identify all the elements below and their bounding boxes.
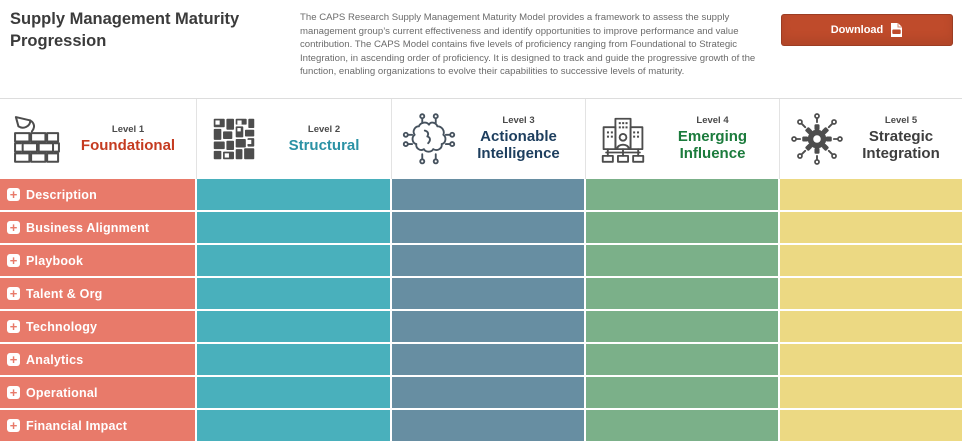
matrix-cell <box>392 377 586 410</box>
matrix-row: + Playbook <box>0 245 962 278</box>
plus-icon[interactable]: + <box>7 353 20 366</box>
pdf-file-icon <box>890 22 903 38</box>
page-title: Supply Management Maturity Progression <box>10 10 240 51</box>
row-header-technology[interactable]: + Technology <box>0 311 197 344</box>
plus-icon[interactable]: + <box>7 320 20 333</box>
level-name: Emerging Influence <box>677 128 748 162</box>
level-label: Level 4 <box>696 115 729 127</box>
matrix-row: + Analytics <box>0 344 962 377</box>
plus-icon[interactable]: + <box>7 386 20 399</box>
matrix-cell <box>197 179 392 212</box>
matrix-cell <box>197 344 392 377</box>
matrix-cell <box>780 212 962 245</box>
maturity-matrix: Level 1 Foundational <box>0 98 962 443</box>
matrix-cell <box>392 410 586 443</box>
row-header-financial-impact[interactable]: + Financial Impact <box>0 410 197 443</box>
page-description: The CAPS Research Supply Management Matu… <box>300 12 756 78</box>
level-label: Level 3 <box>502 115 535 127</box>
plus-icon[interactable]: + <box>7 419 20 432</box>
level-label: Level 1 <box>111 123 145 135</box>
matrix-cell <box>586 179 780 212</box>
matrix-cell <box>392 245 586 278</box>
row-label: Talent & Org <box>26 286 103 301</box>
matrix-cell <box>780 245 962 278</box>
row-header-analytics[interactable]: + Analytics <box>0 344 197 377</box>
matrix-cell <box>392 311 586 344</box>
level-header-emerging-influence: Level 4 Emerging Influence <box>586 99 780 179</box>
level-header-strategic-integration: Level 5 Strategic Integration <box>780 99 962 179</box>
row-header-description[interactable]: + Description <box>0 179 197 212</box>
matrix-cell <box>392 344 586 377</box>
download-button[interactable]: Download <box>781 14 953 46</box>
matrix-header-row: Level 1 Foundational <box>0 99 962 179</box>
row-header-playbook[interactable]: + Playbook <box>0 245 197 278</box>
row-header-business-alignment[interactable]: + Business Alignment <box>0 212 197 245</box>
matrix-cell <box>586 377 780 410</box>
matrix-cell <box>780 410 962 443</box>
mosaic-blocks-icon <box>205 110 263 168</box>
level-header-structural: Level 2 Structural <box>197 99 392 179</box>
matrix-cell <box>586 212 780 245</box>
level-label: Level 5 <box>884 115 918 127</box>
level-name: Structural <box>288 136 360 154</box>
level-label: Level 2 <box>307 123 341 135</box>
row-header-talent-org[interactable]: + Talent & Org <box>0 278 197 311</box>
row-label: Business Alignment <box>26 220 150 235</box>
matrix-cell <box>586 245 780 278</box>
level-name: Strategic Integration <box>862 128 940 162</box>
plus-icon[interactable]: + <box>7 221 20 234</box>
matrix-row: + Technology <box>0 311 962 344</box>
row-label: Technology <box>26 319 98 334</box>
matrix-row: + Business Alignment <box>0 212 962 245</box>
matrix-cell <box>197 410 392 443</box>
matrix-cell <box>780 344 962 377</box>
level-header-foundational: Level 1 Foundational <box>0 99 197 179</box>
matrix-cell <box>780 311 962 344</box>
matrix-row: + Description <box>0 179 962 212</box>
level-name: Actionable Intelligence <box>477 128 560 162</box>
gear-circuit-icon <box>788 110 846 168</box>
plus-icon[interactable]: + <box>7 188 20 201</box>
matrix-cell <box>586 311 780 344</box>
plus-icon[interactable]: + <box>7 287 20 300</box>
matrix-cell <box>586 410 780 443</box>
plus-icon[interactable]: + <box>7 254 20 267</box>
row-label: Playbook <box>26 253 84 268</box>
row-label: Description <box>26 187 97 202</box>
matrix-cell <box>780 278 962 311</box>
matrix-row: + Financial Impact <box>0 410 962 443</box>
matrix-cell <box>392 278 586 311</box>
matrix-cell <box>197 278 392 311</box>
org-buildings-icon <box>594 110 652 168</box>
matrix-cell <box>780 179 962 212</box>
matrix-cell <box>586 344 780 377</box>
row-header-operational[interactable]: + Operational <box>0 377 197 410</box>
matrix-cell <box>197 311 392 344</box>
row-label: Financial Impact <box>26 418 128 433</box>
matrix-cell <box>197 212 392 245</box>
level-header-actionable-intelligence: Level 3 Actionable Intelligence <box>392 99 586 179</box>
bricklayer-icon <box>8 110 66 168</box>
matrix-row: + Operational <box>0 377 962 410</box>
download-button-label: Download <box>830 24 884 36</box>
matrix-cell <box>780 377 962 410</box>
top-bar: Supply Management Maturity Progression T… <box>0 0 962 98</box>
brain-circuit-icon <box>400 110 458 168</box>
row-label: Operational <box>26 385 98 400</box>
row-label: Analytics <box>26 352 84 367</box>
level-name: Foundational <box>80 136 176 154</box>
matrix-cell <box>197 245 392 278</box>
matrix-row: + Talent & Org <box>0 278 962 311</box>
matrix-cell <box>197 377 392 410</box>
matrix-cell <box>586 278 780 311</box>
matrix-cell <box>392 212 586 245</box>
matrix-cell <box>392 179 586 212</box>
